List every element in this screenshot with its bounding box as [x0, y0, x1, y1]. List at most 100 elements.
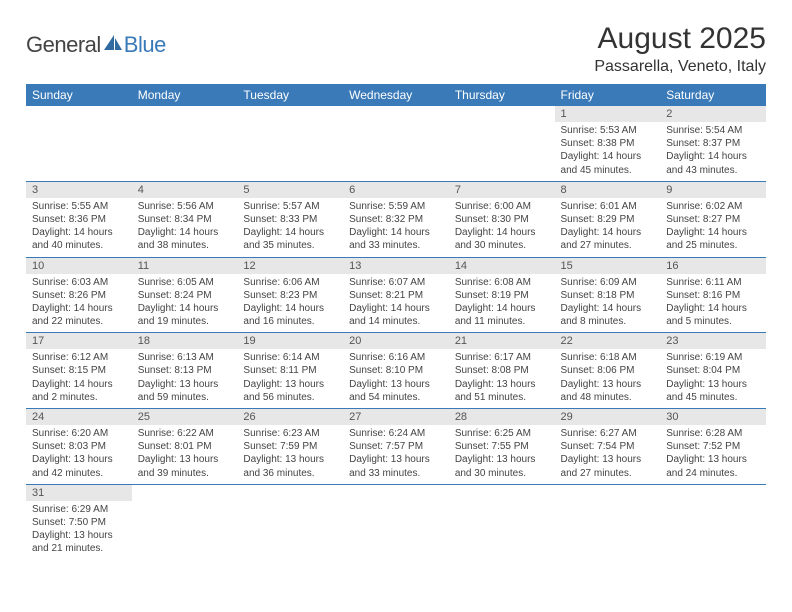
detail-row: Sunrise: 5:53 AMSunset: 8:38 PMDaylight:…	[26, 122, 766, 181]
day-sunrise: Sunrise: 6:25 AM	[455, 427, 549, 440]
day-day2: and 51 minutes.	[455, 391, 549, 404]
day-day1: Daylight: 14 hours	[32, 302, 126, 315]
day-detail-cell: Sunrise: 6:11 AMSunset: 8:16 PMDaylight:…	[660, 274, 766, 333]
title-block: August 2025 Passarella, Veneto, Italy	[594, 22, 766, 76]
calendar-table: Sunday Monday Tuesday Wednesday Thursday…	[26, 84, 766, 560]
day-day2: and 36 minutes.	[243, 467, 337, 480]
day-sunrise: Sunrise: 5:55 AM	[32, 200, 126, 213]
day-detail-cell	[132, 122, 238, 181]
day-number-cell	[26, 106, 132, 122]
detail-row: Sunrise: 5:55 AMSunset: 8:36 PMDaylight:…	[26, 198, 766, 257]
day-number-cell: 8	[555, 181, 661, 198]
day-header: Wednesday	[343, 84, 449, 106]
day-sunset: Sunset: 8:29 PM	[561, 213, 655, 226]
header: General Blue August 2025 Passarella, Ven…	[26, 22, 766, 76]
day-detail-cell	[237, 501, 343, 560]
day-sunset: Sunset: 8:34 PM	[138, 213, 232, 226]
day-header: Friday	[555, 84, 661, 106]
day-detail-cell: Sunrise: 6:13 AMSunset: 8:13 PMDaylight:…	[132, 349, 238, 408]
day-day2: and 21 minutes.	[32, 542, 126, 555]
day-detail-cell: Sunrise: 5:56 AMSunset: 8:34 PMDaylight:…	[132, 198, 238, 257]
day-day1: Daylight: 13 hours	[666, 453, 760, 466]
day-sunrise: Sunrise: 5:57 AM	[243, 200, 337, 213]
day-day2: and 54 minutes.	[349, 391, 443, 404]
day-day1: Daylight: 14 hours	[349, 226, 443, 239]
day-day2: and 8 minutes.	[561, 315, 655, 328]
day-sunrise: Sunrise: 6:13 AM	[138, 351, 232, 364]
day-detail-cell: Sunrise: 6:16 AMSunset: 8:10 PMDaylight:…	[343, 349, 449, 408]
day-day2: and 45 minutes.	[666, 391, 760, 404]
detail-row: Sunrise: 6:12 AMSunset: 8:15 PM Daylight:…	[26, 349, 766, 408]
day-day1: Daylight: 14 hours	[32, 226, 126, 239]
day-detail-cell: Sunrise: 6:22 AMSunset: 8:01 PMDaylight:…	[132, 425, 238, 484]
day-detail-cell: Sunrise: 6:14 AMSunset: 8:11 PMDaylight:…	[237, 349, 343, 408]
day-number-cell: 6	[343, 181, 449, 198]
logo-text-general: General	[26, 32, 101, 58]
day-detail-cell: Sunrise: 5:54 AMSunset: 8:37 PMDaylight:…	[660, 122, 766, 181]
day-number-cell: 31	[26, 484, 132, 501]
day-day1: Daylight: 13 hours	[243, 453, 337, 466]
day-day1: Daylight: 13 hours	[243, 378, 337, 391]
day-detail-cell: Sunrise: 6:17 AMSunset: 8:08 PMDaylight:…	[449, 349, 555, 408]
day-sunset: Sunset: 8:30 PM	[455, 213, 549, 226]
daynum-row: 3456789	[26, 181, 766, 198]
day-day2: and 30 minutes.	[455, 467, 549, 480]
day-sunrise: Sunrise: 6:12 AM	[32, 351, 126, 364]
day-number-cell: 2	[660, 106, 766, 122]
day-detail-cell: Sunrise: 6:28 AMSunset: 7:52 PMDaylight:…	[660, 425, 766, 484]
day-number-cell: 7	[449, 181, 555, 198]
day-number-cell: 27	[343, 409, 449, 426]
day-number-cell	[343, 106, 449, 122]
day-sunrise: Sunrise: 6:17 AM	[455, 351, 549, 364]
day-sunset: Sunset: 8:27 PM	[666, 213, 760, 226]
day-detail-cell: Sunrise: 5:53 AMSunset: 8:38 PMDaylight:…	[555, 122, 661, 181]
day-detail-cell: Sunrise: 6:06 AMSunset: 8:23 PMDaylight:…	[237, 274, 343, 333]
day-day1: Daylight: 13 hours	[349, 453, 443, 466]
day-detail-cell: Sunrise: 6:02 AMSunset: 8:27 PMDaylight:…	[660, 198, 766, 257]
day-day2: and 27 minutes.	[561, 239, 655, 252]
day-detail-cell	[26, 122, 132, 181]
day-sunrise: Sunrise: 6:27 AM	[561, 427, 655, 440]
day-day2: and 33 minutes.	[349, 467, 443, 480]
day-sunrise: Sunrise: 6:14 AM	[243, 351, 337, 364]
day-sunset: Sunset: 7:59 PM	[243, 440, 337, 453]
day-day1: Daylight: 13 hours	[561, 453, 655, 466]
day-day1: Daylight: 14 hours	[138, 302, 232, 315]
day-sunrise: Sunrise: 6:09 AM	[561, 276, 655, 289]
day-sunset: Sunset: 8:26 PM	[32, 289, 126, 302]
day-sunrise: Sunrise: 6:18 AM	[561, 351, 655, 364]
day-day2: and 19 minutes.	[138, 315, 232, 328]
day-number-cell: 4	[132, 181, 238, 198]
day-detail-cell: Sunrise: 5:57 AMSunset: 8:33 PMDaylight:…	[237, 198, 343, 257]
day-sunrise: Sunrise: 6:02 AM	[666, 200, 760, 213]
day-header: Tuesday	[237, 84, 343, 106]
day-sunrise: Sunrise: 6:00 AM	[455, 200, 549, 213]
day-detail-cell: Sunrise: 6:09 AMSunset: 8:18 PMDaylight:…	[555, 274, 661, 333]
day-number-cell: 11	[132, 257, 238, 274]
day-number-cell	[449, 106, 555, 122]
day-number-cell	[132, 106, 238, 122]
day-day1: Daylight: 13 hours	[455, 453, 549, 466]
day-sunset: Sunset: 7:54 PM	[561, 440, 655, 453]
day-sunrise: Sunrise: 6:16 AM	[349, 351, 443, 364]
day-detail-cell: Sunrise: 6:23 AMSunset: 7:59 PMDaylight:…	[237, 425, 343, 484]
day-sunset: Sunset: 8:03 PM	[32, 440, 126, 453]
day-sunset: Sunset: 8:16 PM	[666, 289, 760, 302]
day-day1: Daylight: 14 hours	[561, 302, 655, 315]
day-sunrise: Sunrise: 6:24 AM	[349, 427, 443, 440]
day-number-cell: 14	[449, 257, 555, 274]
day-day1: Daylight: 13 hours	[349, 378, 443, 391]
day-sunset: Sunset: 8:15 PM	[32, 364, 126, 377]
day-detail-cell: Sunrise: 6:08 AMSunset: 8:19 PMDaylight:…	[449, 274, 555, 333]
day-sunset: Sunset: 7:57 PM	[349, 440, 443, 453]
day-day2: and 42 minutes.	[32, 467, 126, 480]
day-header: Monday	[132, 84, 238, 106]
daynum-row: 12	[26, 106, 766, 122]
day-detail-cell: Sunrise: 6:00 AMSunset: 8:30 PMDaylight:…	[449, 198, 555, 257]
day-day1: Daylight: 14 hours	[455, 302, 549, 315]
day-number-cell: 5	[237, 181, 343, 198]
day-detail-cell: Sunrise: 6:19 AMSunset: 8:04 PMDaylight:…	[660, 349, 766, 408]
day-sunset: Sunset: 8:10 PM	[349, 364, 443, 377]
day-number-cell: 21	[449, 333, 555, 350]
day-number-cell: 13	[343, 257, 449, 274]
